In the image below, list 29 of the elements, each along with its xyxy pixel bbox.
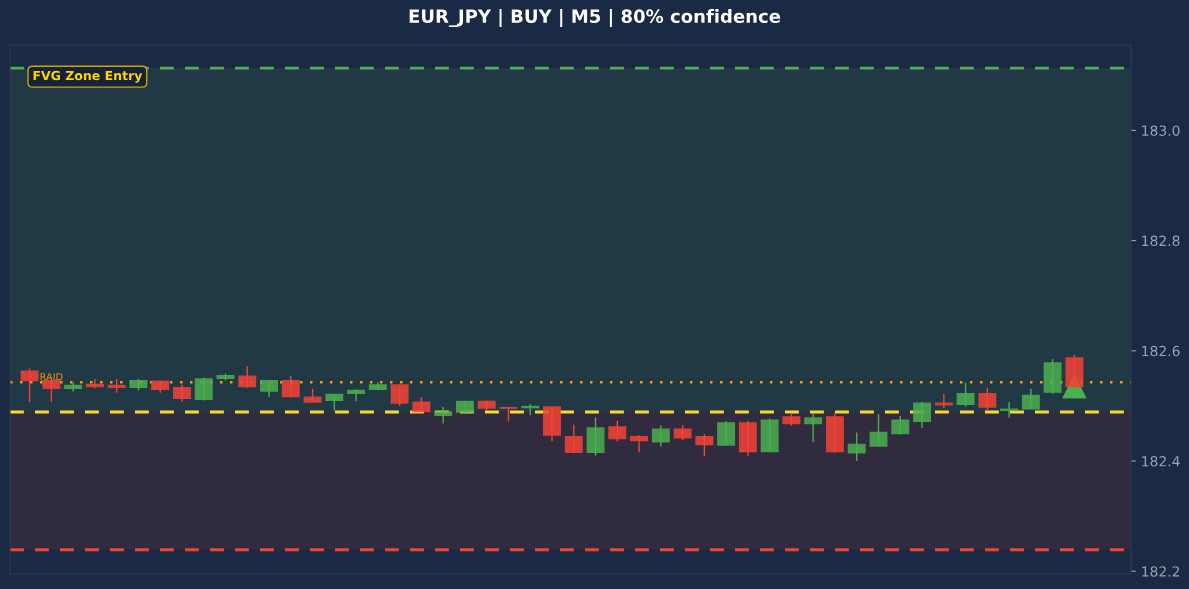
candlestick <box>1021 388 1040 410</box>
candlestick <box>20 367 39 403</box>
candlestick <box>390 384 409 407</box>
candlestick <box>913 401 932 429</box>
candlestick <box>847 431 866 462</box>
candlestick <box>695 433 714 457</box>
annotation: FVG Zone Entry <box>33 70 143 83</box>
candlestick <box>891 415 910 436</box>
candlestick <box>238 365 257 389</box>
candlestick <box>717 420 736 446</box>
candlestick <box>347 388 366 402</box>
candlestick <box>651 424 670 448</box>
y-tick-label: 182.2 <box>1142 566 1180 577</box>
y-tick-label: 183.0 <box>1142 125 1180 136</box>
candlestick <box>956 382 975 408</box>
chart-title: EUR_JPY | BUY | M5 | 80% confidence <box>409 8 781 28</box>
candlestick <box>608 420 627 442</box>
candlestick <box>869 413 888 447</box>
candlestick <box>434 406 453 425</box>
y-tick-label: 182.4 <box>1142 456 1180 467</box>
candlestick <box>630 434 649 453</box>
y-tick-label: 182.8 <box>1142 235 1180 247</box>
candlestick <box>804 412 823 443</box>
candlestick <box>42 379 61 403</box>
ref-line-label: RAID <box>40 373 63 381</box>
candlestick <box>978 387 997 412</box>
candlestick <box>64 381 83 393</box>
y-tick-label: 182.6 <box>1142 345 1180 357</box>
candlestick <box>564 423 583 455</box>
